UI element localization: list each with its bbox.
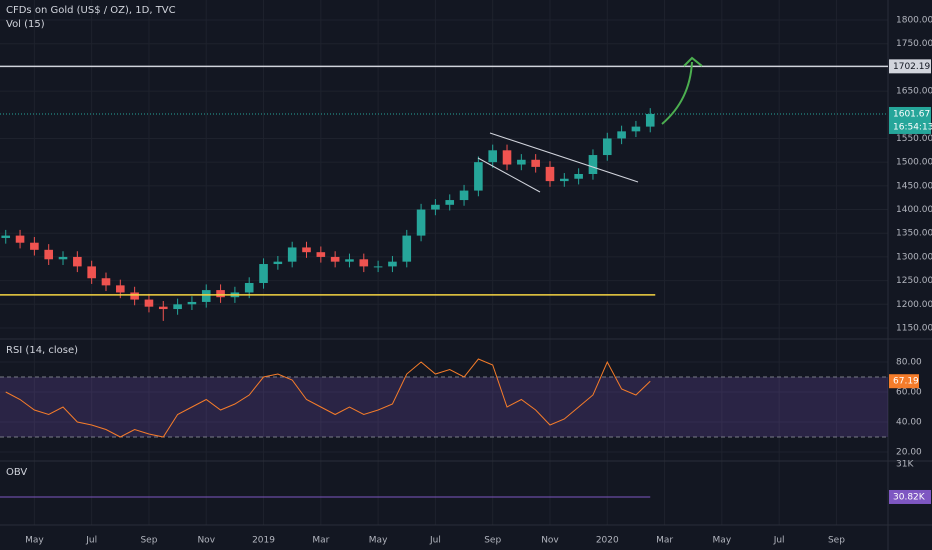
candle-body xyxy=(44,249,53,260)
volume-label: Vol (15) xyxy=(6,19,45,30)
candle-body xyxy=(130,292,139,300)
candle-body xyxy=(216,290,225,298)
resistance-label: 1702.19 xyxy=(893,62,930,72)
candle-body xyxy=(502,150,512,165)
candle-body xyxy=(1,235,11,238)
candle-body xyxy=(30,242,39,250)
x-tick-label: May xyxy=(369,536,388,546)
y-tick-label: 80.00 xyxy=(896,358,922,368)
x-tick-label: Nov xyxy=(541,536,559,546)
candle-body xyxy=(388,261,397,267)
x-tick-label: Jul xyxy=(85,536,97,546)
candle-body xyxy=(116,285,125,293)
y-tick-label: 1750.00 xyxy=(896,39,932,49)
price-label-box xyxy=(889,59,931,74)
candle-body xyxy=(302,247,311,253)
obv-value-label: 30.82K xyxy=(893,492,926,502)
rsi-label-box xyxy=(889,374,919,389)
symbol-title: CFDs on Gold (US$ / OZ), 1D, TVC xyxy=(6,5,176,16)
last-price-label: 1601.67 xyxy=(893,109,930,119)
candle-body xyxy=(574,173,583,179)
y-tick-label: 1650.00 xyxy=(896,87,932,97)
candle-body xyxy=(244,282,254,293)
x-tick-label: Sep xyxy=(484,536,501,546)
x-tick-label: Sep xyxy=(828,536,845,546)
y-tick-label: 40.00 xyxy=(896,418,922,428)
candle-body xyxy=(345,259,354,262)
y-tick-label: 1350.00 xyxy=(896,229,932,239)
candle-body xyxy=(201,290,211,302)
candle-body xyxy=(602,138,612,156)
y-tick-label: 1450.00 xyxy=(896,181,932,191)
candle-body xyxy=(158,306,168,310)
candle-body xyxy=(474,162,483,191)
price-label-box xyxy=(889,106,931,134)
candle-body xyxy=(459,190,469,201)
candle-body xyxy=(259,264,268,283)
candle-body xyxy=(373,266,383,268)
y-tick-label: 1150.00 xyxy=(896,324,932,334)
y-tick-label: 1200.00 xyxy=(896,300,932,310)
x-tick-label: 2019 xyxy=(252,536,275,546)
candle-body xyxy=(316,252,326,257)
candle-body xyxy=(287,247,297,262)
candle-body xyxy=(588,155,598,174)
x-tick-label: May xyxy=(713,536,732,546)
candle-body xyxy=(187,301,197,305)
y-tick-label: 31K xyxy=(896,460,914,470)
candle-body xyxy=(545,166,555,182)
candle-body xyxy=(101,278,111,286)
x-tick-label: 2020 xyxy=(596,536,619,546)
candle-body xyxy=(445,200,455,205)
candle-body xyxy=(488,150,497,163)
y-tick-label: 1300.00 xyxy=(896,252,932,262)
x-tick-label: Mar xyxy=(656,536,673,546)
candle-body xyxy=(173,304,182,310)
arrow xyxy=(661,56,703,125)
x-tick-label: May xyxy=(25,536,44,546)
candle-body xyxy=(531,159,540,167)
candle-body xyxy=(87,266,96,279)
candle-body xyxy=(517,159,526,165)
x-tick-label: Nov xyxy=(197,536,215,546)
candle-body xyxy=(58,256,68,260)
y-tick-label: 1500.00 xyxy=(896,158,932,168)
x-tick-label: Jul xyxy=(773,536,785,546)
rsi-band xyxy=(0,377,888,438)
candle-body xyxy=(560,178,569,182)
candle-body xyxy=(359,259,369,267)
x-tick-label: Sep xyxy=(140,536,157,546)
candle-body xyxy=(402,235,412,262)
candle-body xyxy=(617,131,626,139)
candle-body xyxy=(645,113,655,127)
y-tick-label: 1400.00 xyxy=(896,205,932,215)
candle-body xyxy=(631,126,641,132)
y-tick-label: 60.00 xyxy=(896,388,922,398)
y-tick-label: 20.00 xyxy=(896,448,922,458)
trend-line xyxy=(477,157,541,193)
candle-body xyxy=(144,299,154,307)
candle-body xyxy=(431,204,440,210)
trend-line xyxy=(489,132,639,183)
candle-body xyxy=(15,235,25,243)
rsi-value-label: 67.19 xyxy=(893,377,919,387)
y-tick-label: 1250.00 xyxy=(896,276,932,286)
obv-label: OBV xyxy=(6,467,27,478)
countdown-label: 16:54:13 xyxy=(893,122,932,132)
candle-body xyxy=(273,261,283,265)
candle-body xyxy=(73,256,82,267)
x-tick-label: Mar xyxy=(312,536,329,546)
obv-label-box xyxy=(889,489,931,504)
x-tick-label: Jul xyxy=(429,536,441,546)
candle-body xyxy=(416,209,426,236)
rsi-line xyxy=(5,358,651,438)
y-tick-label: 1800.00 xyxy=(896,15,932,25)
rsi-label: RSI (14, close) xyxy=(6,345,78,356)
y-tick-label: 1550.00 xyxy=(896,134,932,144)
candle-body xyxy=(330,256,340,262)
